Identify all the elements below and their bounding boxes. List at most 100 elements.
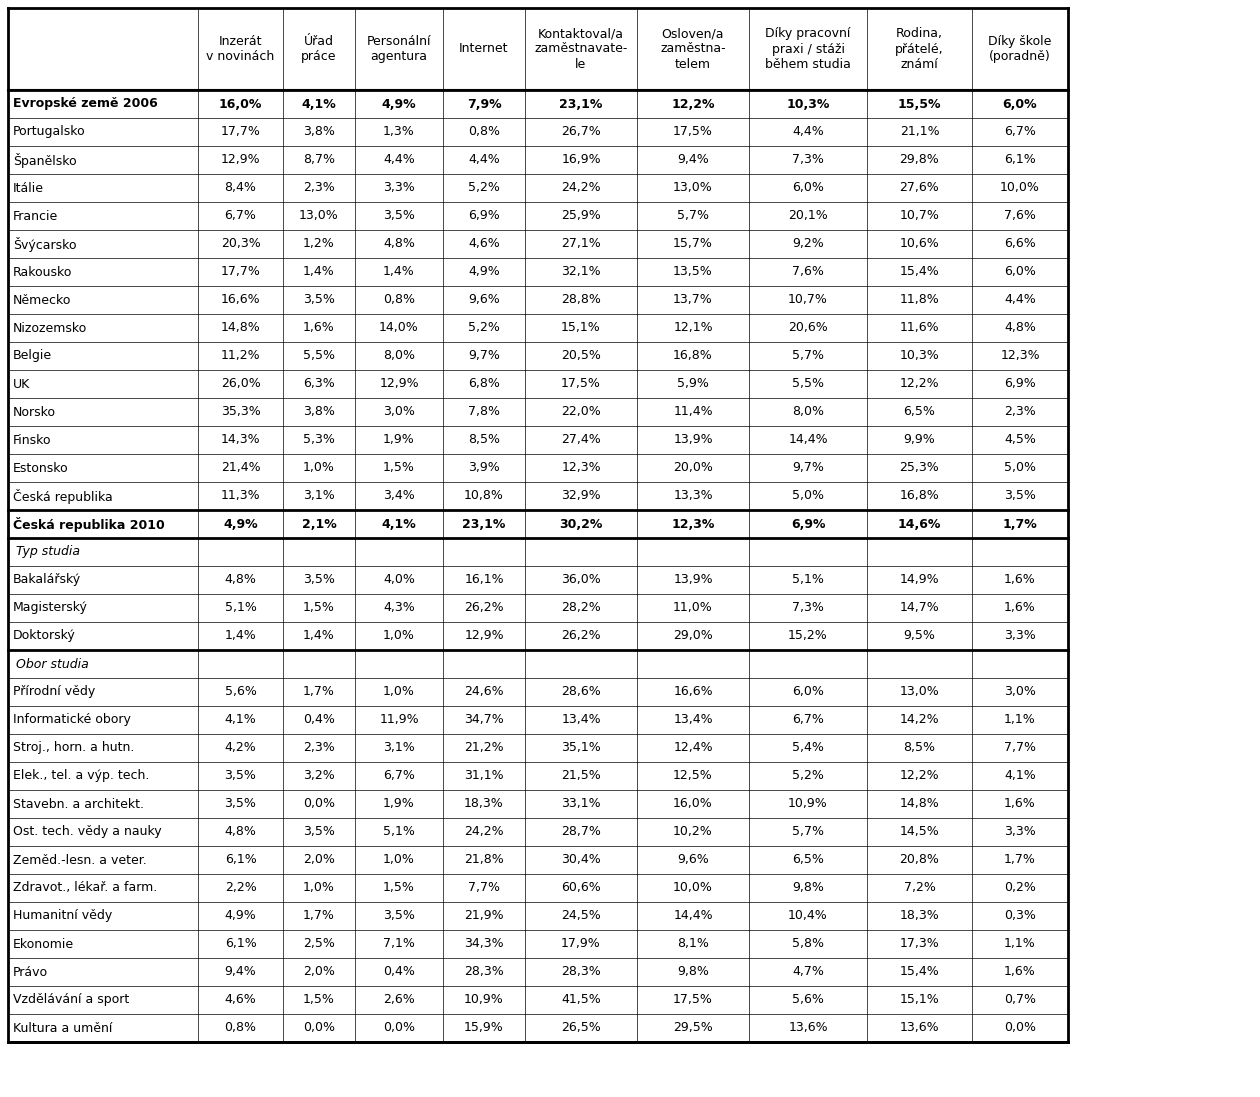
Text: 0,0%: 0,0%: [302, 798, 335, 811]
Text: 16,6%: 16,6%: [673, 686, 713, 699]
Text: 26,2%: 26,2%: [464, 601, 504, 614]
Text: 1,3%: 1,3%: [383, 125, 415, 138]
Text: 10,6%: 10,6%: [900, 237, 940, 250]
Text: Humanitní vědy: Humanitní vědy: [13, 909, 112, 923]
Text: 0,7%: 0,7%: [1004, 994, 1036, 1007]
Text: 15,4%: 15,4%: [900, 965, 940, 979]
Text: 0,8%: 0,8%: [383, 294, 415, 306]
Text: 12,5%: 12,5%: [673, 769, 713, 782]
Text: 4,9%: 4,9%: [223, 518, 258, 531]
Text: 6,0%: 6,0%: [1003, 98, 1037, 111]
Text: 12,9%: 12,9%: [220, 154, 261, 167]
Text: 26,5%: 26,5%: [561, 1021, 601, 1034]
Text: 6,0%: 6,0%: [1004, 265, 1036, 279]
Text: 9,9%: 9,9%: [903, 433, 935, 446]
Text: 5,8%: 5,8%: [793, 938, 824, 950]
Text: 24,2%: 24,2%: [464, 826, 504, 838]
Text: 1,9%: 1,9%: [383, 798, 415, 811]
Text: 12,9%: 12,9%: [379, 377, 418, 391]
Text: 27,4%: 27,4%: [561, 433, 601, 446]
Text: 4,2%: 4,2%: [224, 742, 256, 755]
Text: 9,4%: 9,4%: [224, 965, 256, 979]
Text: 10,9%: 10,9%: [788, 798, 828, 811]
Text: 21,1%: 21,1%: [900, 125, 939, 138]
Text: 6,5%: 6,5%: [793, 853, 824, 867]
Text: 3,0%: 3,0%: [383, 406, 415, 418]
Text: 4,6%: 4,6%: [469, 237, 500, 250]
Text: 5,1%: 5,1%: [793, 574, 824, 587]
Text: 13,6%: 13,6%: [789, 1021, 828, 1034]
Text: 14,8%: 14,8%: [220, 321, 261, 335]
Text: Obor studia: Obor studia: [16, 657, 88, 670]
Text: 24,6%: 24,6%: [464, 686, 504, 699]
Text: 4,1%: 4,1%: [224, 713, 256, 726]
Text: 7,1%: 7,1%: [383, 938, 415, 950]
Text: 10,0%: 10,0%: [673, 882, 713, 894]
Text: 14,4%: 14,4%: [789, 433, 828, 446]
Text: Finsko: Finsko: [13, 433, 52, 446]
Text: Švýcarsko: Švýcarsko: [13, 237, 77, 251]
Text: 26,0%: 26,0%: [220, 377, 261, 391]
Text: 24,5%: 24,5%: [561, 909, 601, 923]
Text: 10,3%: 10,3%: [900, 350, 940, 362]
Text: Francie: Francie: [13, 210, 58, 223]
Text: 34,3%: 34,3%: [464, 938, 504, 950]
Text: Itálie: Itálie: [13, 181, 44, 194]
Text: 8,7%: 8,7%: [302, 154, 335, 167]
Text: 2,0%: 2,0%: [304, 853, 335, 867]
Text: 1,4%: 1,4%: [383, 265, 415, 279]
Text: 5,6%: 5,6%: [224, 686, 257, 699]
Text: 4,8%: 4,8%: [383, 237, 415, 250]
Text: 6,9%: 6,9%: [791, 518, 825, 531]
Text: 12,2%: 12,2%: [672, 98, 714, 111]
Text: Úřad
práce: Úřad práce: [301, 35, 336, 63]
Text: 5,7%: 5,7%: [793, 826, 824, 838]
Text: 7,8%: 7,8%: [467, 406, 500, 418]
Text: 10,9%: 10,9%: [464, 994, 504, 1007]
Text: 4,8%: 4,8%: [224, 574, 257, 587]
Text: 23,1%: 23,1%: [462, 518, 505, 531]
Text: 1,4%: 1,4%: [304, 265, 335, 279]
Text: Díky škole
(poradně): Díky škole (poradně): [988, 35, 1052, 63]
Text: 32,9%: 32,9%: [561, 489, 601, 502]
Text: 11,3%: 11,3%: [220, 489, 261, 502]
Text: 11,6%: 11,6%: [900, 321, 939, 335]
Text: 10,8%: 10,8%: [464, 489, 504, 502]
Text: 12,3%: 12,3%: [1000, 350, 1040, 362]
Text: 14,5%: 14,5%: [900, 826, 940, 838]
Text: Ost. tech. vědy a nauky: Ost. tech. vědy a nauky: [13, 826, 161, 838]
Text: 6,7%: 6,7%: [1004, 125, 1036, 138]
Text: 5,9%: 5,9%: [677, 377, 709, 391]
Text: 32,1%: 32,1%: [561, 265, 601, 279]
Text: 4,4%: 4,4%: [383, 154, 415, 167]
Text: 8,1%: 8,1%: [677, 938, 709, 950]
Text: 12,3%: 12,3%: [672, 518, 714, 531]
Text: 18,3%: 18,3%: [900, 909, 940, 923]
Text: 3,3%: 3,3%: [383, 181, 415, 194]
Text: 1,9%: 1,9%: [383, 433, 415, 446]
Text: 1,4%: 1,4%: [304, 630, 335, 643]
Text: 9,7%: 9,7%: [467, 350, 500, 362]
Text: 28,2%: 28,2%: [561, 601, 601, 614]
Text: 6,1%: 6,1%: [224, 853, 256, 867]
Text: 13,6%: 13,6%: [900, 1021, 939, 1034]
Text: 5,7%: 5,7%: [793, 350, 824, 362]
Text: 24,2%: 24,2%: [561, 181, 601, 194]
Text: 4,6%: 4,6%: [224, 994, 256, 1007]
Text: 5,0%: 5,0%: [1004, 462, 1036, 475]
Text: 3,1%: 3,1%: [304, 489, 335, 502]
Text: 20,0%: 20,0%: [673, 462, 713, 475]
Text: 8,5%: 8,5%: [903, 742, 935, 755]
Text: Španělsko: Španělsko: [13, 152, 77, 168]
Text: Evropské země 2006: Evropské země 2006: [13, 98, 158, 111]
Text: 7,9%: 7,9%: [466, 98, 501, 111]
Text: 3,5%: 3,5%: [224, 769, 257, 782]
Text: Německo: Německo: [13, 294, 72, 306]
Text: 0,0%: 0,0%: [1004, 1021, 1036, 1034]
Text: 8,0%: 8,0%: [383, 350, 415, 362]
Text: 5,5%: 5,5%: [302, 350, 335, 362]
Text: 11,4%: 11,4%: [673, 406, 713, 418]
Text: 17,3%: 17,3%: [900, 938, 940, 950]
Text: 3,5%: 3,5%: [1004, 489, 1036, 502]
Text: 2,5%: 2,5%: [304, 938, 335, 950]
